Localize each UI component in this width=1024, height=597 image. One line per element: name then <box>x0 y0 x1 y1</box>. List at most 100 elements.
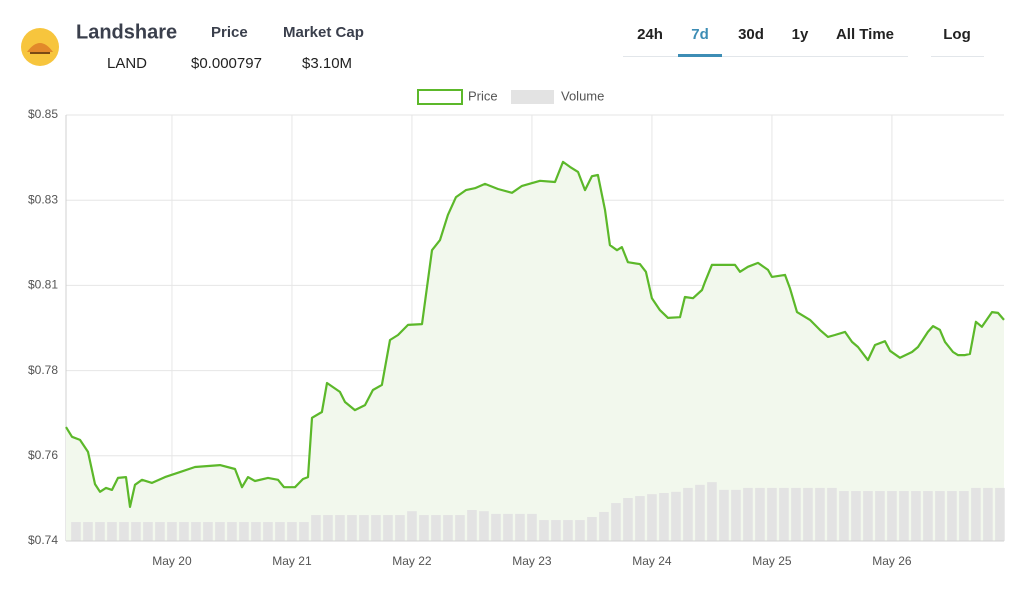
volume-bar <box>659 492 669 541</box>
log-toggle[interactable]: Log <box>943 26 971 43</box>
x-tick-label: May 23 <box>512 554 552 568</box>
volume-bar <box>815 487 825 541</box>
volume-bar <box>299 522 309 541</box>
y-tick-label: $0.74 <box>28 533 58 547</box>
volume-bar <box>995 487 1005 541</box>
market-cap-value: $3.10M <box>302 55 352 72</box>
tab[interactable]: 24h <box>637 26 663 43</box>
price-value: $0.000797 <box>191 55 262 72</box>
volume-bar <box>71 522 81 541</box>
volume-bar <box>215 522 225 541</box>
x-tick-label: May 22 <box>392 554 432 568</box>
y-tick-label: $0.78 <box>28 363 58 377</box>
volume-bar <box>911 491 921 541</box>
volume-bar <box>143 522 153 541</box>
volume-bar <box>851 491 861 541</box>
volume-bar <box>263 522 273 541</box>
volume-bar <box>167 522 177 541</box>
volume-bar <box>671 491 681 541</box>
volume-bar <box>419 515 429 541</box>
volume-bar <box>575 520 585 541</box>
volume-bar <box>611 503 621 541</box>
volume-bar <box>731 489 741 541</box>
volume-bar <box>875 491 885 541</box>
volume-bar <box>311 515 321 541</box>
volume-bar <box>443 515 453 541</box>
volume-bar <box>971 487 981 541</box>
legend-label: Price <box>468 88 498 103</box>
volume-bar <box>623 498 633 541</box>
x-tick-label: May 21 <box>272 554 312 568</box>
plot: $0.74 $0.76 $0.78 $0.81 $0.83 $0.85 May 20 May … <box>28 88 1005 568</box>
volume-bar <box>371 515 381 541</box>
y-tick-label: $0.85 <box>28 107 58 121</box>
y-tick-label: $0.83 <box>28 192 58 206</box>
volume-bar <box>683 487 693 541</box>
volume-bar <box>203 522 213 541</box>
volume-bar <box>767 487 777 541</box>
y-tick-label: $0.81 <box>28 278 58 292</box>
x-tick-label: May 24 <box>632 554 672 568</box>
volume-bar <box>503 513 513 541</box>
volume-bar <box>131 522 141 541</box>
volume-bar <box>983 487 993 541</box>
volume-bar <box>335 515 345 541</box>
volume-bar <box>863 491 873 541</box>
coin-name: Landshare <box>76 21 177 43</box>
volume-bar <box>395 515 405 541</box>
legend-swatch <box>511 90 554 104</box>
volume-bar <box>791 487 801 541</box>
volume-bar <box>407 511 417 541</box>
coin-symbol: LAND <box>107 55 147 72</box>
volume-bar <box>947 491 957 541</box>
volume-bar <box>455 515 465 541</box>
logo <box>21 28 59 66</box>
volume-bar <box>899 491 909 541</box>
tab[interactable]: 1y <box>792 26 809 43</box>
volume-bar <box>107 522 117 541</box>
volume-bar <box>431 515 441 541</box>
volume-bar <box>587 516 597 541</box>
volume-bar <box>755 487 765 541</box>
volume-bar <box>491 513 501 541</box>
legend-swatch <box>417 89 463 105</box>
y-tick-label: $0.76 <box>28 448 58 462</box>
volume-bar <box>743 487 753 541</box>
volume-bar <box>479 511 489 541</box>
volume-bar <box>359 515 369 541</box>
volume-bar <box>563 520 573 541</box>
tab[interactable]: All Time <box>836 26 894 43</box>
volume-bar <box>959 491 969 541</box>
volume-bar <box>191 522 201 541</box>
volume-bar <box>119 522 129 541</box>
volume-bar <box>539 520 549 541</box>
x-tick-label: May 25 <box>752 554 792 568</box>
tab[interactable]: 7d <box>691 26 709 43</box>
volume-bar <box>275 522 285 541</box>
tab[interactable]: 30d <box>738 26 764 43</box>
price-line <box>65 160 1005 508</box>
price-label: Price <box>211 24 248 41</box>
volume-bar <box>887 491 897 541</box>
market-cap-label: Market Cap <box>283 24 364 41</box>
volume-bar <box>383 515 393 541</box>
volume-bar <box>719 489 729 541</box>
x-tick-label: May 26 <box>872 554 912 568</box>
volume-bar <box>515 513 525 541</box>
volume-bar <box>155 522 165 541</box>
volume-bar <box>287 522 297 541</box>
volume-bar <box>839 491 849 541</box>
volume-bar <box>179 522 189 541</box>
volume-bar <box>527 513 537 541</box>
volume-bar <box>695 484 705 541</box>
volume-bar <box>83 522 93 541</box>
x-tick-label: May 20 <box>152 554 192 568</box>
volume-bar <box>935 491 945 541</box>
volume-bar <box>707 482 717 541</box>
volume-bar <box>923 491 933 541</box>
volume-bar <box>647 494 657 541</box>
volume-bar <box>323 515 333 541</box>
volume-bar <box>467 510 477 541</box>
volume-bar <box>803 487 813 541</box>
